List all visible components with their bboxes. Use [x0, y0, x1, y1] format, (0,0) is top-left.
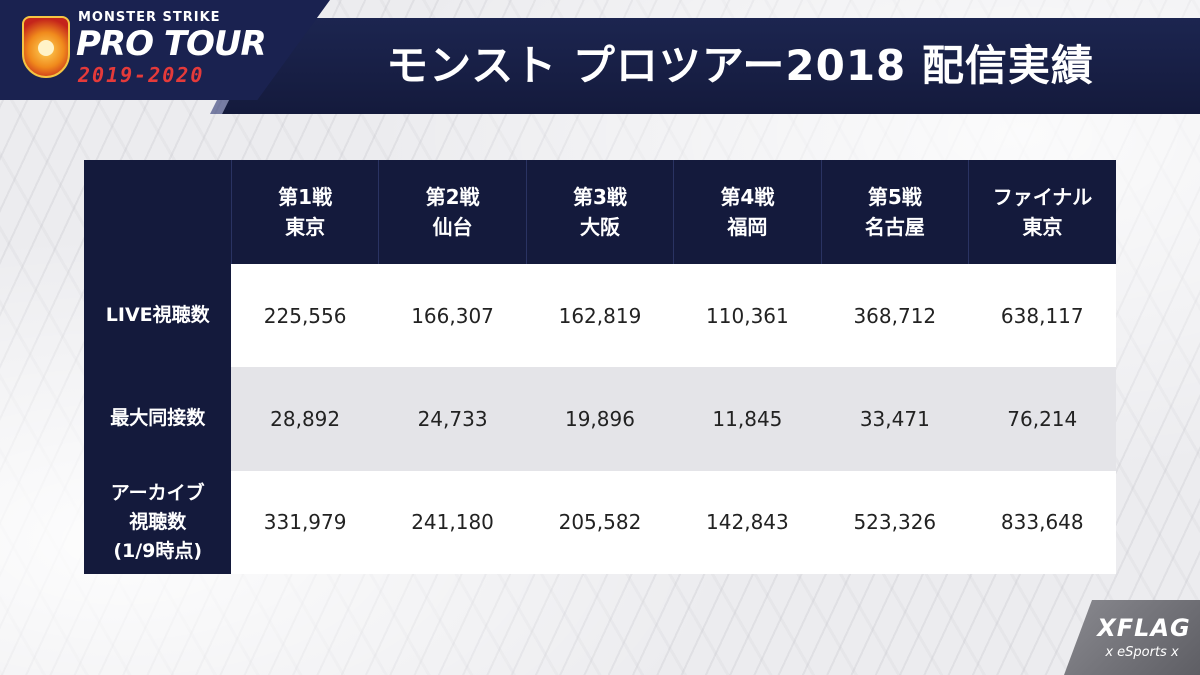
- table-row-archive-views: アーカイブ 視聴数 (1/9時点) 331,979 241,180 205,58…: [84, 470, 1116, 574]
- logo-years: 2019-2020: [78, 63, 205, 87]
- table-cell: 28,892: [231, 367, 379, 471]
- column-header: ファイナル 東京: [968, 160, 1116, 264]
- table-row-live-views: LIVE視聴数 225,556 166,307 162,819 110,361 …: [84, 264, 1116, 368]
- table-header-row: 第1戦 東京 第2戦 仙台 第3戦 大阪 第4戦 福岡 第5戦 名古屋 ファイナ…: [84, 160, 1116, 264]
- table-cell: 638,117: [968, 264, 1116, 368]
- row-label: LIVE視聴数: [84, 264, 232, 368]
- table-cell: 368,712: [821, 264, 969, 368]
- logo-main-text: PRO TOUR: [76, 24, 267, 64]
- table-cell: 162,819: [526, 264, 674, 368]
- table-cell: 76,214: [968, 367, 1116, 471]
- table-cell: 166,307: [378, 264, 527, 368]
- table-cell: 110,361: [673, 264, 822, 368]
- table-cell: 523,326: [821, 470, 969, 574]
- xflag-esports: x eSports x: [1105, 645, 1179, 660]
- column-header: 第3戦 大阪: [526, 160, 675, 264]
- column-header: 第5戦 名古屋: [821, 160, 970, 264]
- table-cell: 19,896: [526, 367, 674, 471]
- table-cell: 205,582: [526, 470, 674, 574]
- table-cell: 24,733: [378, 367, 527, 471]
- logo-subtitle: MONSTER STRIKE: [78, 10, 221, 25]
- table-cell: 241,180: [378, 470, 527, 574]
- table-corner-cell: [84, 160, 232, 264]
- column-header: 第4戦 福岡: [673, 160, 822, 264]
- table-cell: 833,648: [968, 470, 1116, 574]
- row-label: アーカイブ 視聴数 (1/9時点): [84, 470, 232, 574]
- column-header: 第1戦 東京: [231, 160, 380, 264]
- column-header: 第2戦 仙台: [378, 160, 527, 264]
- table-cell: 331,979: [231, 470, 379, 574]
- row-label: 最大同接数: [84, 367, 232, 471]
- table-cell: 11,845: [673, 367, 822, 471]
- table-cell: 142,843: [673, 470, 822, 574]
- table-cell: 225,556: [231, 264, 379, 368]
- table-row-peak-concurrent: 最大同接数 28,892 24,733 19,896 11,845 33,471…: [84, 367, 1116, 471]
- xflag-brand: XFLAG: [1097, 614, 1191, 642]
- stream-stats-table: 第1戦 東京 第2戦 仙台 第3戦 大阪 第4戦 福岡 第5戦 名古屋 ファイナ…: [84, 160, 1116, 574]
- monster-emblem-icon: [22, 16, 70, 78]
- table-cell: 33,471: [821, 367, 969, 471]
- header-banner: [222, 18, 1200, 114]
- page-title: モンスト プロツアー2018 配信実績: [386, 41, 1094, 90]
